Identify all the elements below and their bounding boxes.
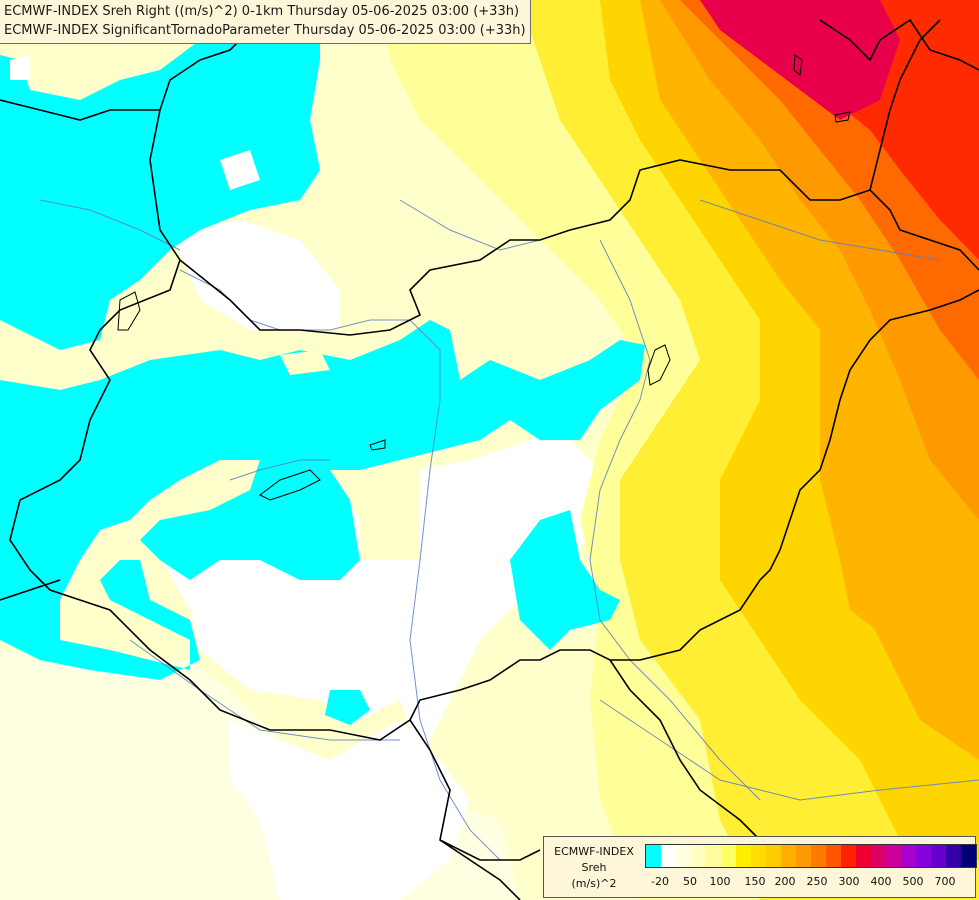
legend-tick-label: 700 — [934, 875, 956, 888]
legend-swatch — [661, 845, 676, 867]
color-legend: ECMWF-INDEX Sreh (m/s)^2 -20 50 100 150 200 2… — [543, 836, 977, 898]
title-line-1: ECMWF-INDEX Sreh Right ((m/s)^2) 0-1km T… — [4, 4, 520, 19]
cyan-zone-west — [0, 320, 645, 680]
legend-tick-label: -20 — [651, 875, 669, 888]
legend-swatch — [946, 845, 961, 867]
legend-swatch — [736, 845, 751, 867]
cyan-zone-center — [510, 510, 620, 650]
white-zone-north — [170, 220, 340, 330]
legend-swatch — [706, 845, 721, 867]
crimson-zone — [700, 0, 900, 120]
white-hole-2 — [10, 55, 30, 80]
orange-blob-east — [860, 460, 920, 520]
legend-swatch — [841, 845, 856, 867]
legend-swatch — [916, 845, 931, 867]
legend-parameter: Sreh — [581, 861, 607, 874]
lakes — [117, 54, 851, 501]
orange-blob-southeast — [840, 560, 920, 640]
legend-ticks: -20 50 100 150 200 250 300 400 500 700 — [645, 875, 975, 889]
legend-swatch — [721, 845, 736, 867]
pale-blob-1 — [280, 350, 330, 375]
legend-swatch — [676, 845, 691, 867]
legend-tick-label: 300 — [838, 875, 860, 888]
legend-swatch — [901, 845, 916, 867]
map-title-box: ECMWF-INDEX Sreh Right ((m/s)^2) 0-1km T… — [0, 0, 531, 44]
legend-swatch — [691, 845, 706, 867]
red-zone — [700, 0, 979, 260]
white-zone-south — [230, 720, 470, 900]
legend-tick-label: 150 — [744, 875, 766, 888]
legend-swatch — [931, 845, 946, 867]
legend-tick-label: 250 — [806, 875, 828, 888]
cyan-zone-northwest — [0, 0, 320, 350]
legend-swatch — [781, 845, 796, 867]
legend-swatch — [751, 845, 766, 867]
legend-swatch — [871, 845, 886, 867]
legend-swatch — [811, 845, 826, 867]
pale-blob-2 — [370, 475, 400, 500]
legend-swatch — [961, 845, 976, 867]
legend-swatches — [645, 844, 977, 868]
legend-swatch — [856, 845, 871, 867]
legend-unit: (m/s)^2 — [571, 877, 617, 890]
legend-swatch — [826, 845, 841, 867]
legend-swatch — [886, 845, 901, 867]
legend-model: ECMWF-INDEX — [554, 845, 634, 858]
title-line-2: ECMWF-INDEX SignificantTornadoParameter … — [4, 23, 526, 38]
legend-swatch — [766, 845, 781, 867]
legend-tick-label: 400 — [870, 875, 892, 888]
legend-tick-label: 200 — [774, 875, 796, 888]
legend-swatch — [796, 845, 811, 867]
legend-tick-label: 500 — [902, 875, 924, 888]
legend-swatch — [646, 845, 661, 867]
legend-tick-label: 100 — [709, 875, 731, 888]
legend-tick-label: 50 — [683, 875, 697, 888]
cyan-blob-south — [325, 690, 370, 725]
white-hole-1 — [220, 150, 260, 190]
